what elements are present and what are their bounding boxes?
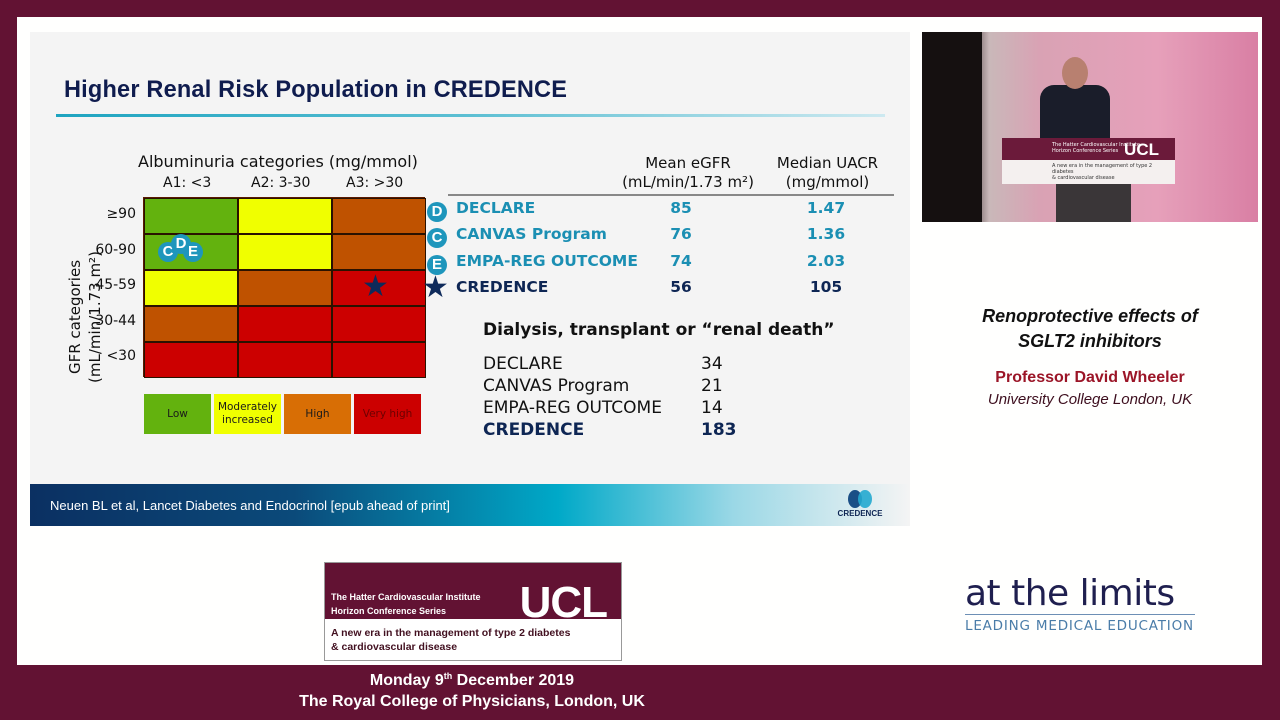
row-header: 30-44	[95, 313, 136, 329]
row-header: 45-59	[95, 277, 136, 293]
speaker-name: Professor David Wheeler	[995, 369, 1185, 386]
event-venue: The Royal College of Physicians, London,…	[299, 693, 645, 710]
conference-subtitle: A new era in the management of type 2 di…	[331, 627, 571, 653]
conference-banner: The Hatter Cardiovascular Institute Hori…	[324, 562, 622, 661]
row-header: 60-90	[95, 242, 136, 258]
heatmap-cell	[332, 234, 426, 270]
median-uacr: 105	[809, 278, 843, 296]
median-uacr: 1.36	[806, 225, 846, 243]
outcomes-title: Dialysis, transplant or “renal death”	[483, 320, 835, 340]
event-date: Monday 9th December 2019	[369, 671, 575, 689]
institute-name: The Hatter Cardiovascular Institute Hori…	[331, 592, 481, 616]
heatmap-cell	[238, 306, 332, 342]
table-row: C CANVAS Program 76 1.36	[426, 223, 896, 249]
heatmap-cell	[238, 234, 332, 270]
heatmap-cell	[144, 198, 238, 234]
x-axis-title: Albuminuria categories (mg/mmol)	[138, 152, 418, 171]
median-uacr: 1.47	[806, 199, 846, 217]
mean-egfr: 56	[670, 278, 692, 296]
table-divider	[448, 194, 894, 196]
credence-logo: CREDENCE	[835, 490, 885, 518]
at-the-limits-logo: at the limits LEADING MEDICAL EDUCATION	[965, 573, 1195, 634]
credence-star-icon: ★	[422, 270, 449, 305]
slide-title: Higher Renal Risk Population in CREDENCE	[64, 76, 568, 103]
canvas-icon: C	[427, 228, 447, 248]
legend-moderate: Moderately increased	[214, 394, 281, 434]
heatmap-cell	[144, 306, 238, 342]
table-row: E EMPA-REG OUTCOME 74 2.03	[426, 250, 896, 276]
column-header-a2: A2: 3-30	[251, 175, 311, 191]
legend-high: High	[284, 394, 351, 434]
table-row: D DECLARE 85 1.47	[426, 197, 896, 223]
slide-footer	[30, 484, 910, 526]
outcome-row: DECLARE 34	[483, 354, 723, 374]
outcome-row: CREDENCE 183	[483, 420, 737, 440]
empa-reg-marker-icon: E	[183, 242, 203, 262]
uacr-column-header: Median UACR (mg/mmol)	[776, 154, 879, 191]
risk-legend: Low Moderately increased High Very high	[144, 394, 421, 434]
outcome-row: EMPA-REG OUTCOME 14	[483, 398, 723, 418]
credence-star-icon: ★	[362, 269, 389, 304]
trial-name: DECLARE	[456, 199, 536, 217]
egfr-column-header: Mean eGFR (mL/min/1.73 m²)	[622, 154, 754, 191]
heatmap-cell	[332, 198, 426, 234]
ucl-logo: UCL	[519, 578, 608, 627]
event-info: Monday 9th December 2019 The Royal Colle…	[0, 670, 944, 712]
podium: The Hatter Cardiovascular Institute Hori…	[1002, 138, 1175, 222]
talk-title: Renoprotective effects of SGLT2 inhibito…	[982, 306, 1198, 351]
column-header-a1: A1: <3	[163, 175, 212, 191]
speaker-affiliation: University College London, UK	[987, 391, 1193, 408]
trial-name: CREDENCE	[456, 278, 549, 296]
mean-egfr: 76	[670, 225, 692, 243]
outcome-row: CANVAS Program 21	[483, 376, 723, 396]
heatmap-cell	[144, 342, 238, 378]
trial-name: CANVAS Program	[456, 225, 607, 243]
table-row: ★ CREDENCE 56 105	[422, 273, 896, 303]
median-uacr: 2.03	[806, 252, 846, 270]
risk-heatmap	[143, 197, 426, 378]
heatmap-cell	[238, 342, 332, 378]
legend-low: Low	[144, 394, 211, 434]
row-header: ≥90	[106, 206, 136, 222]
empa-reg-icon: E	[427, 255, 447, 275]
heatmap-cell	[144, 270, 238, 306]
legend-very-high: Very high	[354, 394, 421, 434]
heatmap-cell	[332, 270, 426, 306]
heatmap-cell	[238, 198, 332, 234]
speaker-video: The Hatter Cardiovascular Institute Hori…	[922, 32, 1258, 222]
declare-icon: D	[427, 202, 447, 222]
citation: Neuen BL et al, Lancet Diabetes and Endo…	[50, 498, 450, 513]
title-divider	[56, 114, 885, 117]
heatmap-cell	[238, 270, 332, 306]
trial-name: EMPA-REG OUTCOME	[456, 252, 638, 270]
column-header-a3: A3: >30	[346, 175, 404, 191]
credence-logo-icon	[848, 490, 872, 508]
presentation-slide: Higher Renal Risk Population in CREDENCE…	[30, 32, 910, 526]
row-header: <30	[106, 348, 136, 364]
heatmap-cell	[332, 306, 426, 342]
mean-egfr: 74	[670, 252, 692, 270]
mean-egfr: 85	[670, 199, 692, 217]
heatmap-cell	[332, 342, 426, 378]
